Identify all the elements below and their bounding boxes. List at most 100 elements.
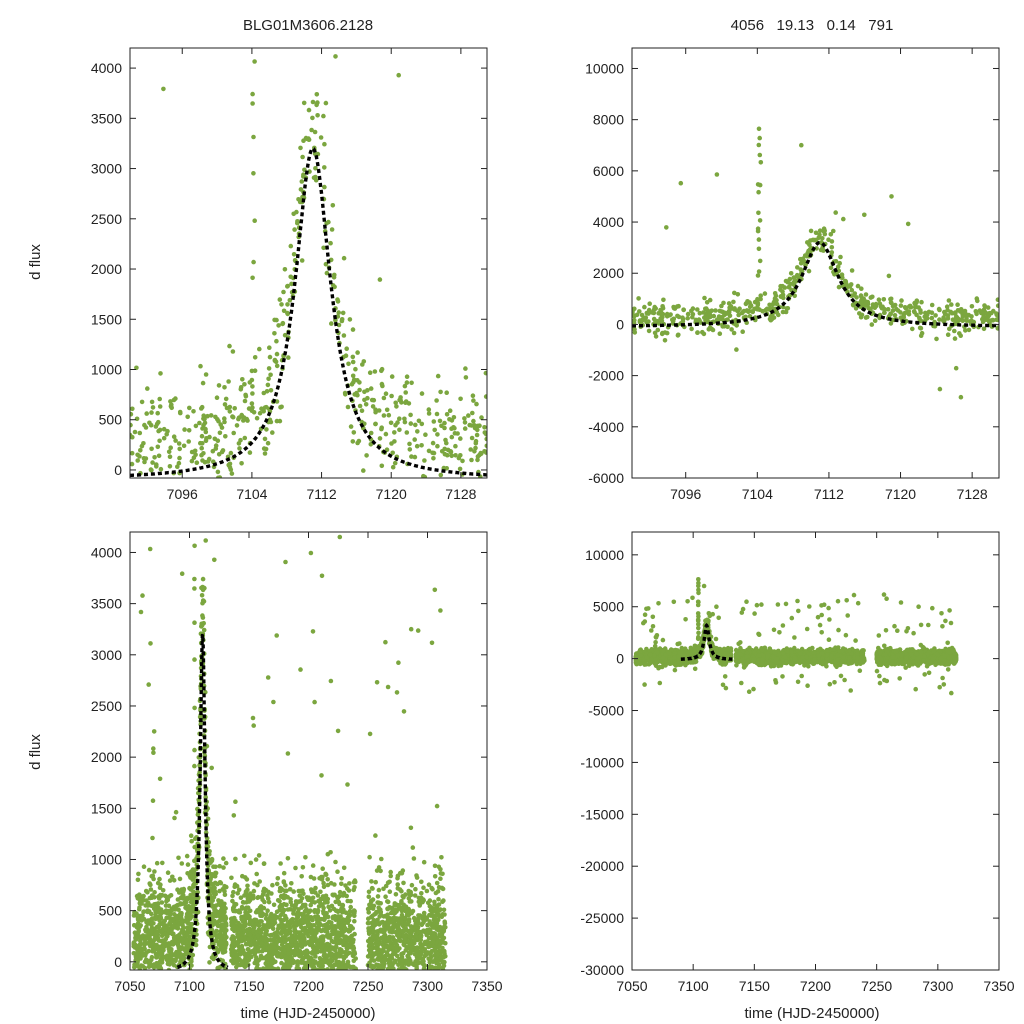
data-point xyxy=(425,928,430,934)
data-point xyxy=(471,418,476,424)
data-point xyxy=(276,945,282,951)
data-point xyxy=(780,304,786,310)
data-point xyxy=(381,413,387,418)
data-point xyxy=(376,887,382,893)
data-point xyxy=(412,952,418,957)
data-point xyxy=(301,956,306,961)
data-point xyxy=(313,166,318,171)
data-point xyxy=(165,870,171,875)
x-tick-label: 7150 xyxy=(233,978,264,994)
data-point xyxy=(259,919,264,924)
data-point xyxy=(783,278,789,284)
data-point xyxy=(817,232,822,237)
data-point xyxy=(436,896,441,902)
data-point xyxy=(250,384,255,389)
data-point xyxy=(265,382,271,388)
data-point xyxy=(432,587,438,593)
data-point xyxy=(918,308,923,313)
data-point xyxy=(319,773,324,778)
data-point xyxy=(178,410,183,416)
data-points xyxy=(633,577,959,696)
data-point xyxy=(192,747,197,753)
data-point xyxy=(137,943,142,949)
data-point xyxy=(764,306,770,312)
data-point xyxy=(408,421,414,426)
data-point xyxy=(323,871,328,877)
data-point xyxy=(813,230,819,236)
data-point xyxy=(981,326,987,332)
data-point xyxy=(145,903,150,908)
data-point xyxy=(174,915,180,921)
data-point xyxy=(219,917,225,922)
data-point xyxy=(689,326,694,332)
panel-full_bottom_left: 7050 7100 7150 7200 7250 7300 7350050010001500… xyxy=(91,531,503,994)
data-point xyxy=(859,286,864,292)
x-tick-label: 7096 xyxy=(670,486,701,502)
data-point xyxy=(434,923,439,928)
data-point xyxy=(194,910,200,916)
data-point xyxy=(260,926,265,932)
data-point xyxy=(757,218,763,223)
data-point xyxy=(714,172,720,177)
data-point xyxy=(661,297,666,303)
data-point xyxy=(870,294,875,300)
data-point xyxy=(429,948,435,954)
data-point xyxy=(660,637,666,643)
data-point xyxy=(180,955,186,961)
data-point xyxy=(246,957,252,963)
data-point xyxy=(646,307,652,313)
data-point xyxy=(348,904,354,910)
data-point xyxy=(432,427,438,433)
data-point xyxy=(138,923,143,928)
data-point xyxy=(255,959,260,965)
data-point xyxy=(442,924,447,929)
data-point xyxy=(299,896,305,901)
data-point xyxy=(828,265,834,271)
data-point xyxy=(373,911,379,916)
data-point xyxy=(229,958,234,964)
data-point xyxy=(484,443,487,449)
data-point xyxy=(886,273,892,279)
data-point xyxy=(335,728,341,734)
data-point xyxy=(404,913,410,918)
data-point xyxy=(375,894,381,899)
data-point xyxy=(168,445,173,451)
data-point xyxy=(386,412,392,418)
data-point xyxy=(270,882,275,888)
data-point xyxy=(370,404,376,409)
data-point xyxy=(136,929,141,934)
data-point xyxy=(452,426,457,431)
data-point xyxy=(393,892,399,897)
data-point xyxy=(314,967,320,970)
data-point xyxy=(222,883,227,889)
data-point xyxy=(729,327,734,332)
data-point xyxy=(134,950,140,956)
data-point xyxy=(347,317,353,322)
data-point xyxy=(336,310,342,315)
data-point xyxy=(192,705,197,711)
data-point xyxy=(341,907,346,913)
y-tick-label: 0 xyxy=(616,316,624,332)
data-point xyxy=(743,314,748,320)
data-point xyxy=(203,689,208,695)
data-point xyxy=(167,464,173,469)
data-point xyxy=(352,885,357,890)
data-point xyxy=(217,863,222,869)
data-point xyxy=(185,862,191,867)
data-point xyxy=(966,327,972,333)
data-point xyxy=(137,913,143,919)
data-point xyxy=(159,928,165,934)
data-point xyxy=(322,900,328,905)
data-point xyxy=(408,892,414,898)
data-point xyxy=(690,595,695,601)
plot-frame xyxy=(631,47,1000,479)
data-point xyxy=(321,880,326,886)
data-point xyxy=(958,394,964,400)
data-point xyxy=(315,941,320,947)
data-point xyxy=(355,378,360,383)
data-point xyxy=(289,881,294,886)
data-point xyxy=(282,267,288,272)
data-point xyxy=(477,423,482,429)
y-tick-label: -2000 xyxy=(588,368,624,384)
data-point xyxy=(375,900,380,905)
